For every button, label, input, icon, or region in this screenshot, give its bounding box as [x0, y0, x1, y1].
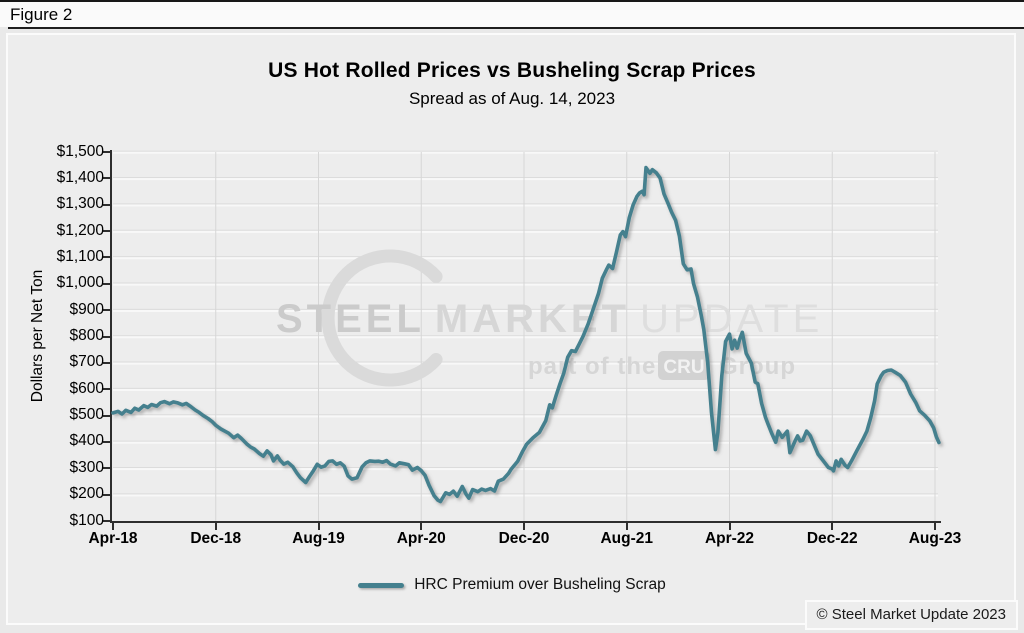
watermark-tagline-suffix: Group: [719, 353, 796, 380]
y-axis-tick: [103, 414, 111, 417]
y-axis-label: $100: [69, 511, 104, 529]
copyright-box: © Steel Market Update 2023: [804, 600, 1018, 630]
legend: HRC Premium over Busheling Scrap: [0, 576, 1024, 594]
x-axis-tick: [112, 523, 114, 530]
x-axis-tick: [934, 523, 936, 530]
y-axis-label: $1,300: [56, 195, 104, 213]
y-axis-tick: [103, 309, 111, 312]
x-axis-tick: [523, 523, 525, 530]
x-axis-tick: [728, 523, 731, 530]
y-axis-tick: [103, 203, 111, 206]
watermark: STEEL MARKET UPDATE part of the CRU Group: [276, 249, 819, 387]
x-axis-label: Dec-22: [806, 530, 858, 547]
legend-label: HRC Premium over Busheling Scrap: [414, 576, 666, 593]
horizontal-gridlines: [113, 150, 938, 497]
y-axis-label: $700: [69, 353, 104, 371]
y-axis-label: $1,100: [56, 247, 104, 265]
hrc-premium-line: [111, 165, 941, 504]
y-axis-tick: [103, 230, 111, 233]
y-axis-tick: [103, 520, 111, 522]
x-axis-tick: [317, 523, 320, 530]
y-axis-label: $400: [69, 432, 104, 450]
y-axis-label: $1,200: [56, 221, 104, 239]
x-axis-label: Dec-20: [498, 530, 550, 547]
legend-line-swatch: [358, 582, 405, 588]
watermark-cru-box: [658, 351, 710, 380]
x-axis-label: Aug-19: [292, 530, 345, 547]
chart-title: US Hot Rolled Prices vs Busheling Scrap …: [268, 59, 756, 82]
y-axis-tick: [103, 361, 111, 364]
window-top-edge: [0, 0, 1024, 2]
x-axis-tick: [214, 523, 217, 530]
y-axis-tick: [103, 493, 111, 496]
y-axis-label: $1,000: [56, 274, 104, 292]
plot-area: STEEL MARKET UPDATE part of the CRU Group: [111, 150, 941, 521]
x-axis-label: Aug-21: [600, 530, 654, 547]
y-axis-tick: [103, 388, 111, 391]
y-axis-label: $1,500: [56, 142, 104, 160]
y-axis-label: $800: [69, 327, 104, 344]
y-axis-label: $500: [69, 406, 104, 424]
x-axis-label: Apr-20: [396, 530, 446, 547]
chart-subtitle: Spread as of Aug. 14, 2023: [408, 89, 616, 108]
y-axis-label: $600: [69, 379, 104, 397]
x-axis-label: Apr-18: [88, 530, 138, 547]
y-axis-tick: [103, 151, 111, 153]
y-axis-tick: [103, 177, 111, 180]
figure-header-strip: [0, 2, 1024, 27]
watermark-tagline-prefix: part of the: [528, 353, 656, 380]
x-axis-label: Dec-18: [190, 530, 242, 547]
x-axis-tick: [831, 523, 834, 530]
x-axis-line: [110, 521, 941, 523]
x-axis-label: Apr-22: [704, 530, 755, 547]
y-axis-tick: [103, 440, 111, 443]
x-axis-tick: [420, 523, 423, 530]
y-axis-tick: [103, 256, 111, 259]
figure-label: Figure 2: [10, 5, 73, 24]
header-divider: [8, 27, 1024, 29]
chart-frame: [6, 33, 1016, 625]
y-axis-tick: [103, 282, 111, 285]
watermark-crescent-icon: [321, 249, 443, 387]
x-axis-tick: [625, 523, 628, 530]
y-axis-label: $1,400: [56, 168, 104, 186]
y-axis-label: $300: [69, 458, 104, 476]
y-axis-tick: [103, 335, 111, 338]
watermark-cru-label: CRU: [663, 357, 704, 378]
y-axis-tick: [103, 467, 111, 470]
copyright-text: © Steel Market Update 2023: [816, 606, 1007, 623]
y-axis-label: $200: [69, 485, 104, 503]
y-axis-line: [110, 150, 112, 523]
x-axis-label: Aug-23: [908, 530, 962, 547]
y-axis-label: $900: [69, 300, 104, 318]
